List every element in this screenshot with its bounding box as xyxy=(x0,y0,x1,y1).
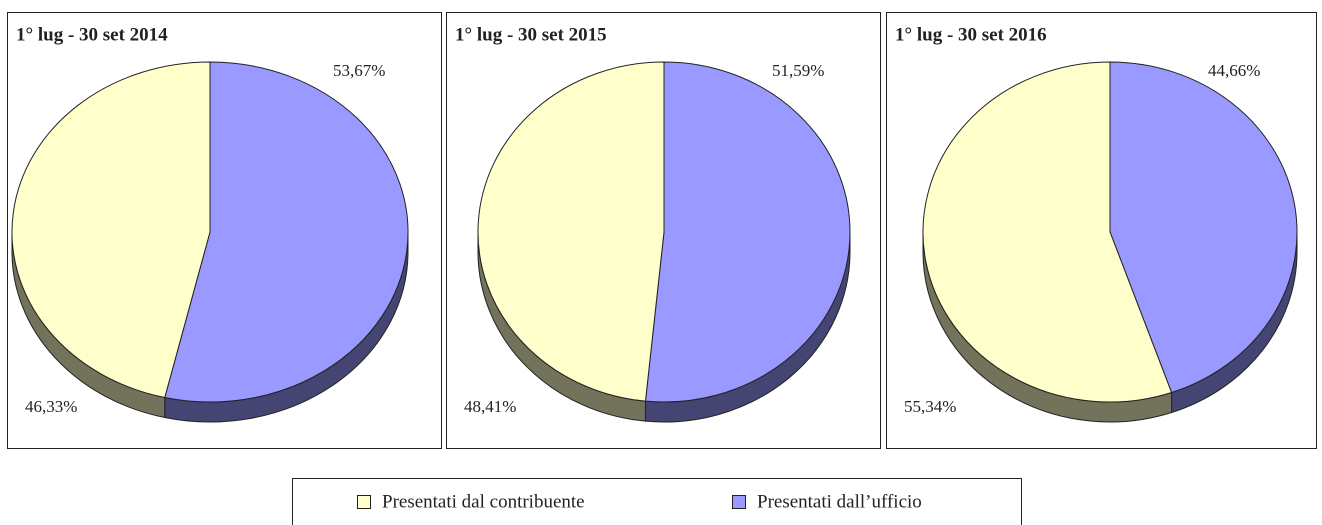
legend-label: Presentati dal contribuente xyxy=(382,491,585,512)
pie-slice xyxy=(644,61,851,403)
value-label: 55,34% xyxy=(904,397,956,416)
chart-title: 1° lug - 30 set 2015 xyxy=(455,24,607,45)
pie-slice xyxy=(477,61,665,402)
pie-slice xyxy=(1109,61,1298,394)
legend-swatch xyxy=(357,495,371,509)
chart-title: 1° lug - 30 set 2014 xyxy=(16,24,168,45)
legend-swatch xyxy=(732,495,746,509)
value-label: 51,59% xyxy=(772,61,824,80)
pie-slice xyxy=(922,61,1173,403)
legend-label: Presentati dall’ufficio xyxy=(757,491,922,512)
value-label: 48,41% xyxy=(464,397,516,416)
pie-slice xyxy=(11,61,211,399)
value-label: 53,67% xyxy=(333,61,385,80)
chart-title: 1° lug - 30 set 2016 xyxy=(895,24,1047,45)
legend-box xyxy=(292,478,1022,525)
value-label: 44,66% xyxy=(1208,61,1260,80)
pie-slice xyxy=(164,61,409,403)
value-label: 46,33% xyxy=(25,397,77,416)
